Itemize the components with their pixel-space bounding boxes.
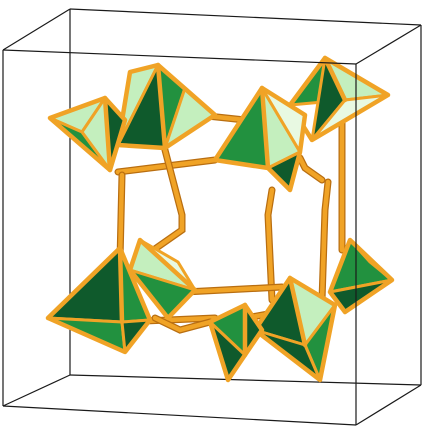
tetrahedron-top-left-front [47, 95, 128, 173]
cell-edge-back-top [69, 8, 422, 26]
tetrahedron-bottom-right-back [327, 237, 395, 315]
tetrahedron-top-right-back [287, 55, 391, 143]
bond-rod [265, 187, 275, 303]
unit-cell-box [2, 8, 422, 426]
bond-rod [297, 155, 325, 183]
bond-rod [319, 179, 331, 303]
cell-edge-back-bottom [69, 374, 422, 386]
cell-edge-bottom-left-depth [2, 374, 71, 407]
bond-rod [182, 284, 285, 295]
cell-edge-top-left-depth [2, 8, 71, 51]
cell-edge-front-bottom [2, 405, 357, 426]
tetrahedron-bottom-right-front [252, 275, 338, 383]
unit-cell-front-face [2, 49, 357, 426]
cell-edge-front-top [2, 49, 357, 65]
bond-network [114, 104, 346, 334]
polyhedra [45, 55, 395, 383]
tetrahedron-bottom-left-back [127, 237, 198, 321]
tetrahedron-top-right-front [212, 85, 308, 193]
bond-rod [152, 315, 213, 333]
tetrahedron-bottom-center [207, 302, 265, 383]
cell-edge-bottom-right-depth [355, 384, 422, 426]
cell-edge-top-right-depth [355, 24, 422, 65]
bond-rod [139, 147, 185, 261]
tetrahedron-bottom-left-front [45, 245, 153, 355]
tetrahedron-top-left-back [115, 62, 218, 151]
